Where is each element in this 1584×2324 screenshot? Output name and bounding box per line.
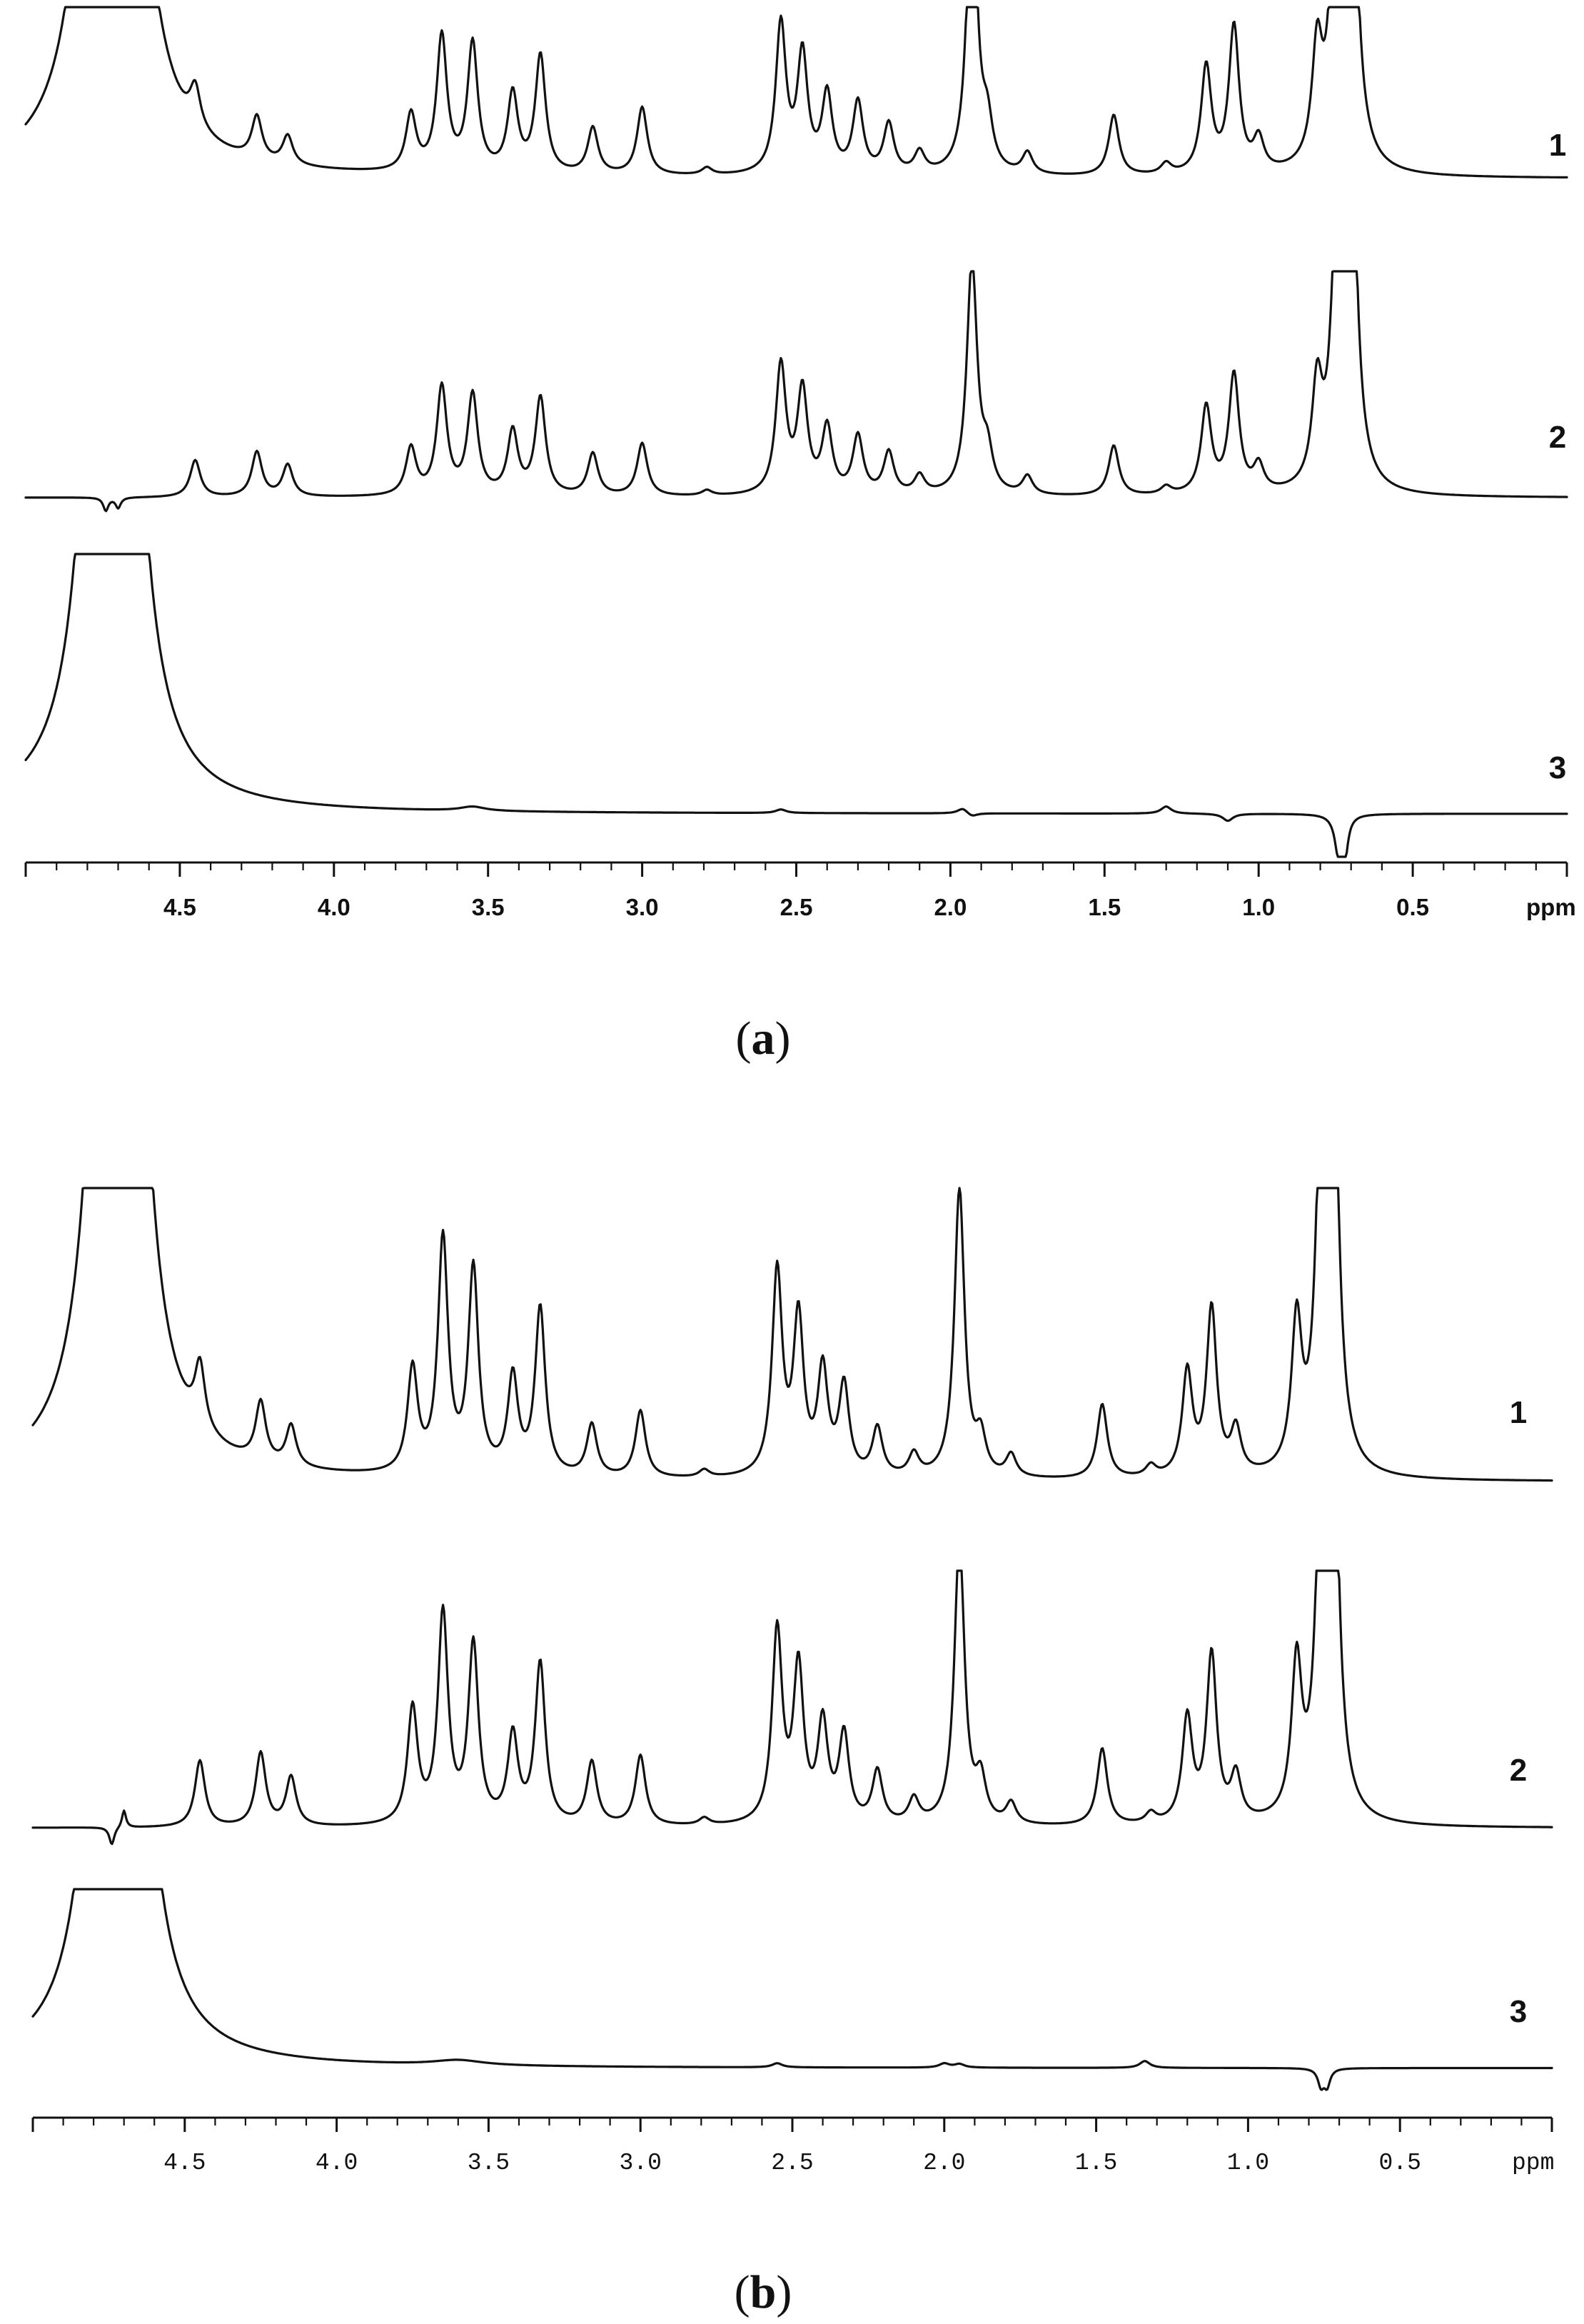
- spectrum-trace-b-2: [31, 1569, 1553, 1846]
- x-tick-label-b: 4.5: [163, 2150, 206, 2176]
- x-tick-label-a: 4.5: [163, 894, 196, 920]
- trace-label-b-1: 1: [1510, 1395, 1527, 1430]
- trace-label-a-1: 1: [1549, 128, 1566, 163]
- trace-label-a-2: 2: [1549, 420, 1566, 455]
- spectrum-trace-b-3: [31, 1888, 1553, 2091]
- panel-b: 4.5 4.0 3.5 3.0 2.5 2.0 1.5 1.0 0.5 ppm 1 2 3 (b…: [31, 1187, 1554, 2318]
- panel-a: 4.5 4.0 3.5 3.0 2.5 2.0 1.5 1.0 0.5 ppm 1 2 3 (a…: [24, 6, 1576, 1065]
- x-axis-unit-b: ppm: [1512, 2150, 1554, 2176]
- x-tick-label-a: 3.0: [626, 894, 659, 920]
- x-tick-label-a: 4.0: [318, 894, 350, 920]
- x-tick-label-a: 3.5: [472, 894, 505, 920]
- panel-caption-b-letter: b: [750, 2266, 777, 2318]
- x-axis-ticks-a: 4.5 4.0 3.5 3.0 2.5 2.0 1.5 1.0 0.5: [24, 862, 1568, 920]
- x-axis-unit-a: ppm: [1526, 894, 1576, 920]
- x-tick-label-a: 0.5: [1396, 894, 1429, 920]
- traces-b: [31, 1187, 1553, 2091]
- x-tick-label-a: 2.5: [780, 894, 813, 920]
- x-tick-label-a: 1.5: [1088, 894, 1121, 920]
- spectrum-trace-a-2: [24, 270, 1568, 513]
- trace-label-b-2: 2: [1510, 1753, 1527, 1788]
- x-tick-label-b: 1.5: [1075, 2150, 1117, 2176]
- x-tick-label-b: 3.0: [619, 2150, 661, 2176]
- x-tick-label-b: 2.5: [771, 2150, 813, 2176]
- x-tick-label-a: 1.0: [1242, 894, 1275, 920]
- x-tick-label-a: 2.0: [934, 894, 967, 920]
- x-tick-label-b: 1.0: [1227, 2150, 1269, 2176]
- spectrum-trace-b-1: [31, 1187, 1553, 1482]
- x-axis-ticks-b: 4.5 4.0 3.5 3.0 2.5 2.0 1.5 1.0 0.5: [31, 2118, 1553, 2176]
- spectrum-trace-a-3: [24, 553, 1568, 858]
- trace-label-b-3: 3: [1510, 1994, 1527, 2029]
- x-tick-label-b: 3.5: [468, 2150, 510, 2176]
- traces-a: [24, 6, 1568, 858]
- panel-caption-a-letter: a: [752, 1012, 775, 1065]
- panel-caption-a: (a): [736, 1012, 791, 1065]
- x-tick-label-b: 4.0: [316, 2150, 358, 2176]
- trace-label-a-3: 3: [1549, 750, 1566, 785]
- x-tick-label-b: 2.0: [923, 2150, 965, 2176]
- x-tick-label-b: 0.5: [1378, 2150, 1421, 2176]
- panel-caption-b: (b): [735, 2266, 792, 2318]
- spectrum-trace-a-1: [24, 6, 1568, 178]
